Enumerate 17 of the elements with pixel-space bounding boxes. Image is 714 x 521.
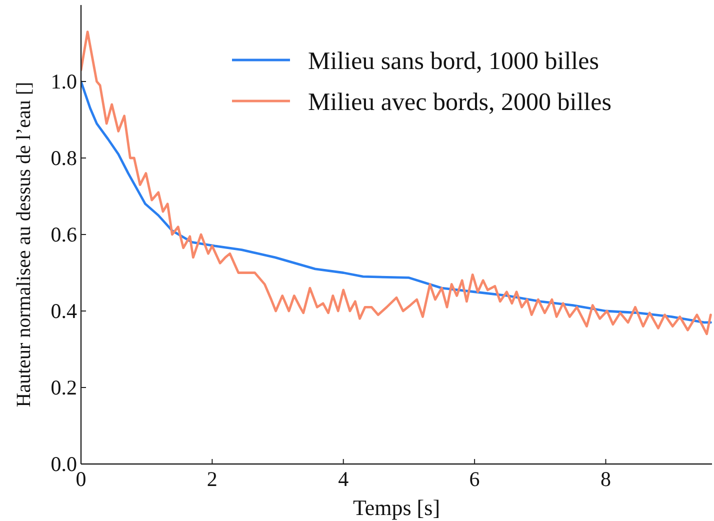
line-series bbox=[81, 30, 712, 336]
legend-label: Milieu avec bords, 2000 billes bbox=[308, 89, 612, 116]
x-tick-label: 4 bbox=[338, 467, 350, 491]
y-tick-label: 0.6 bbox=[50, 222, 77, 246]
x-axis-title: Temps [s] bbox=[352, 495, 440, 520]
x-tick-label: 0 bbox=[76, 467, 86, 491]
line-series bbox=[81, 80, 712, 324]
y-tick-label: 0.8 bbox=[50, 146, 77, 170]
y-tick-label: 1.0 bbox=[50, 70, 77, 94]
y-tick-label: 0.4 bbox=[50, 299, 78, 323]
legend-label: Milieu sans bord, 1000 billes bbox=[308, 48, 599, 75]
x-tick-label: 6 bbox=[469, 467, 480, 491]
y-axis-title: Hauteur normalisee au dessus de l’eau [] bbox=[13, 82, 35, 408]
y-tick-label: 0.2 bbox=[50, 376, 77, 400]
y-tick-label: 0.0 bbox=[50, 452, 77, 476]
x-tick-label: 8 bbox=[600, 467, 611, 491]
x-tick-label: 2 bbox=[206, 467, 218, 491]
